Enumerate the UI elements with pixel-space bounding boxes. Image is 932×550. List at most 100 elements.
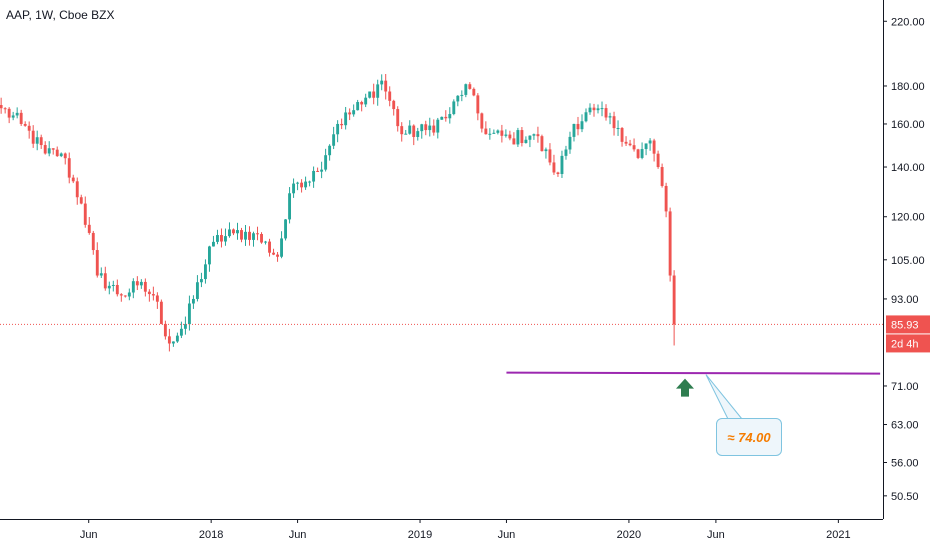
candle — [372, 83, 376, 105]
candle-body — [496, 130, 500, 133]
candle-body — [504, 134, 508, 136]
candle — [472, 87, 476, 97]
candle — [127, 288, 131, 301]
candle-body — [107, 285, 111, 289]
candle-body — [280, 238, 283, 257]
candle — [468, 82, 472, 90]
candle — [27, 121, 31, 139]
candle-body — [195, 282, 199, 299]
candle — [608, 112, 612, 125]
candle — [556, 171, 560, 177]
candle — [388, 86, 392, 107]
candle-body — [276, 254, 279, 257]
time-axis[interactable]: Jun 2018 Jun 2019 Jun 2020 Jun 2021 — [0, 519, 883, 541]
candle — [187, 295, 191, 331]
candle-body — [524, 139, 528, 144]
time-tick-label: Jun — [80, 529, 98, 541]
candle — [560, 150, 564, 178]
candle-body — [600, 108, 604, 110]
candle-body — [484, 128, 488, 135]
candle — [171, 341, 175, 347]
candle-body — [540, 136, 544, 152]
candle — [416, 127, 420, 141]
candle — [648, 138, 652, 151]
candle — [672, 270, 676, 346]
candle-body — [264, 241, 267, 243]
candle-body — [312, 170, 316, 182]
candle — [292, 178, 296, 198]
price-tags: 85.93 2d 4h — [886, 315, 930, 353]
candle-body — [224, 236, 227, 242]
time-tick-label: Jun — [289, 529, 307, 541]
candle — [244, 224, 247, 246]
price-axis[interactable]: 220.00 180.00 160.00 140.00 120.00 105.00 93.0… — [883, 0, 925, 519]
candle-body — [99, 273, 103, 276]
candle-body — [440, 116, 444, 120]
candle — [3, 107, 7, 114]
candle — [324, 148, 328, 172]
candle-body — [468, 84, 472, 89]
candle — [107, 281, 111, 295]
candle-body — [492, 132, 496, 134]
candle-body — [212, 241, 215, 247]
candle — [352, 104, 356, 117]
candle-body — [500, 130, 504, 136]
candle-body — [0, 105, 3, 109]
candle-body — [364, 97, 368, 105]
candle — [67, 152, 71, 184]
candle — [300, 179, 304, 193]
candle-body — [23, 123, 27, 126]
candle — [220, 228, 223, 248]
candle-body — [528, 135, 532, 140]
candle — [191, 295, 195, 309]
candle-body — [648, 140, 652, 144]
candle-body — [668, 211, 672, 276]
candle — [340, 118, 344, 130]
candle — [63, 152, 67, 165]
candle-body — [428, 125, 432, 131]
price-tick-label: 140.00 — [891, 162, 925, 174]
candle-body — [400, 126, 404, 135]
candle — [668, 207, 672, 282]
candle — [264, 240, 267, 245]
candle — [364, 93, 368, 108]
candle-body — [147, 291, 151, 295]
candle-body — [444, 116, 448, 119]
candle-body — [19, 112, 23, 124]
candle-body — [532, 134, 536, 136]
candle — [91, 230, 95, 255]
candle — [520, 126, 524, 147]
candle-body — [324, 155, 328, 170]
candle — [135, 276, 139, 291]
candle — [460, 90, 464, 102]
candle-body — [87, 224, 91, 233]
candle — [83, 196, 87, 228]
time-tick-label: 2021 — [826, 529, 850, 541]
candle — [260, 232, 263, 244]
candle — [203, 259, 207, 284]
candle — [380, 74, 384, 91]
candle-body — [368, 91, 372, 98]
up-arrow-icon[interactable] — [676, 378, 694, 397]
candle-body — [512, 138, 516, 145]
support-trendline[interactable] — [506, 371, 881, 375]
time-tick-label: 2019 — [408, 529, 432, 541]
candle-body — [416, 131, 420, 137]
candle-body — [452, 101, 456, 115]
candle — [392, 99, 396, 116]
candle-body — [664, 185, 668, 212]
candle-body — [103, 273, 107, 289]
candle-body — [476, 95, 480, 114]
candle — [528, 135, 532, 148]
candle — [240, 227, 243, 243]
candle — [23, 121, 27, 127]
candle-body — [660, 167, 664, 186]
candle — [119, 293, 123, 302]
symbol-title[interactable]: AAP, 1W, Cboe BZX — [6, 8, 115, 22]
price-target-callout[interactable]: ≈ 74.00 — [716, 418, 782, 456]
candle — [500, 124, 504, 143]
candle-body — [252, 233, 255, 240]
candle — [228, 222, 231, 238]
candle-body — [3, 108, 7, 110]
